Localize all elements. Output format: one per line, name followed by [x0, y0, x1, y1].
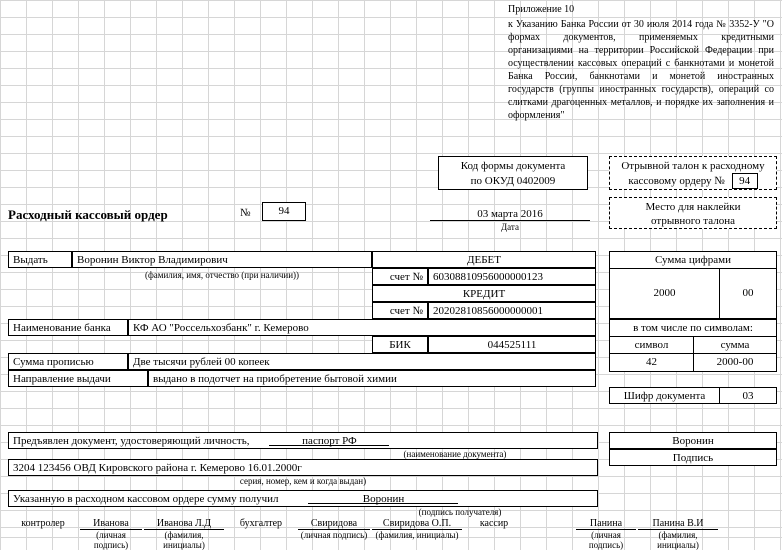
issue-name-caption: (фамилия, имя, отчество (при наличии))	[72, 268, 372, 285]
appendix-line: Приложение 10	[508, 4, 774, 16]
bank-name: КФ АО "Россельхозбанк" г. Кемерово	[128, 319, 596, 336]
cash-full: Панина В.И	[638, 518, 718, 530]
stub-line2: кассовому ордеру №	[628, 175, 724, 187]
sticker-line2: отрывного талона	[614, 214, 772, 228]
cash-sign-cap: (личная подпись)	[576, 530, 636, 550]
bik-label: БИК	[372, 336, 428, 353]
acc-sign-cap: (личная подпись)	[298, 530, 370, 540]
bik-value: 044525111	[428, 336, 596, 353]
cashier-label: кассир	[464, 518, 524, 550]
acc-full-cap: (фамилия, инициалы)	[372, 530, 462, 540]
received-name: Воронин	[308, 493, 458, 504]
direction-value: выдано в подотчет на приобретение бытово…	[148, 370, 596, 387]
doc-code-box: Шифр документа 03	[609, 387, 777, 404]
ctrl-sign-name: Иванова	[80, 518, 142, 530]
document-number: 94	[262, 202, 306, 221]
sum-digits-frac: 00	[720, 269, 776, 318]
id-doc-label: Предъявлен документ, удостоверяющий личн…	[13, 435, 249, 446]
sum-digits-box: Сумма цифрами 2000 00	[609, 251, 777, 319]
form-code-value: по ОКУД 0402009	[443, 174, 583, 189]
form-code-box: Код формы документа по ОКУД 0402009	[438, 156, 588, 190]
credit-label: КРЕДИТ	[372, 285, 596, 302]
symbols-sym: 42	[610, 354, 694, 371]
debit-acc: 60308810956000000123	[428, 268, 596, 285]
doc-code-value: 03	[720, 388, 776, 403]
id-doc-name: паспорт РФ	[269, 435, 389, 446]
sticker-line1: Место для наклейки	[614, 200, 772, 214]
direction-label: Направление выдачи	[8, 370, 148, 387]
cash-sign-name: Панина	[576, 518, 636, 530]
stub-sign-name: Воронин	[609, 432, 777, 449]
ctrl-sign-cap: (личная подпись)	[80, 530, 142, 550]
acc-sign-name: Свиридова	[298, 518, 370, 530]
received-row: Указанную в расходном кассовом ордере су…	[8, 490, 598, 507]
symbols-caption: в том числе по символам:	[610, 320, 776, 337]
issue-label: Выдать	[8, 251, 72, 268]
sum-text-value: Две тысячи рублей 00 копеек	[128, 353, 596, 370]
sum-digits-int: 2000	[610, 269, 720, 318]
debit-acc-label: счет №	[372, 268, 428, 285]
issue-name: Воронин Виктор Владимирович	[72, 251, 372, 268]
credit-acc: 20202810856000000001	[428, 302, 596, 319]
cash-full-cap: (фамилия, инициалы)	[638, 530, 718, 550]
id-doc-series: 3204 123456 ОВД Кировского района г. Кем…	[8, 459, 598, 476]
symbols-sum: 2000-00	[694, 354, 776, 371]
accountant-label: бухгалтер	[226, 518, 296, 550]
acc-full: Свиридова О.П.	[372, 518, 462, 530]
doc-code-label: Шифр документа	[610, 388, 720, 403]
form-code-label: Код формы документа	[443, 159, 583, 174]
sticker-box: Место для наклейки отрывного талона	[609, 197, 777, 229]
id-doc-name-caption: (наименование документа)	[320, 449, 590, 459]
symbols-col2: сумма	[694, 337, 776, 353]
date-caption: Дата	[430, 222, 590, 232]
received-label: Указанную в расходном кассовом ордере су…	[13, 493, 278, 504]
stub-number: 94	[732, 173, 758, 189]
debit-label: ДЕБЕТ	[372, 251, 596, 268]
document-date: 03 марта 2016	[430, 208, 590, 221]
ctrl-full: Иванова Л.Д	[144, 518, 224, 530]
symbols-box: в том числе по символам: символ сумма 42…	[609, 319, 777, 372]
stub-sign-caption: Подпись	[609, 449, 777, 466]
received-caption: (подпись получателя)	[370, 507, 550, 517]
bank-label: Наименование банка	[8, 319, 128, 336]
id-doc-row: Предъявлен документ, удостоверяющий личн…	[8, 432, 598, 449]
sum-text-label: Сумма прописью	[8, 353, 128, 370]
stub-box: Отрывной талон к расходному кассовому ор…	[609, 156, 777, 190]
number-label: №	[240, 207, 251, 219]
sum-digits-label: Сумма цифрами	[610, 252, 776, 269]
id-doc-series-caption: серия, номер, кем и когда выдан)	[8, 476, 598, 486]
document-title: Расходный кассовый ордер	[8, 207, 168, 223]
symbols-col1: символ	[610, 337, 694, 353]
credit-acc-label: счет №	[372, 302, 428, 319]
ctrl-full-cap: (фамилия, инициалы)	[144, 530, 224, 550]
stub-line1: Отрывной талон к расходному	[614, 159, 772, 173]
regulation-ref: к Указанию Банка России от 30 июля 2014 …	[508, 18, 774, 122]
controller-label: контролер	[8, 518, 78, 550]
